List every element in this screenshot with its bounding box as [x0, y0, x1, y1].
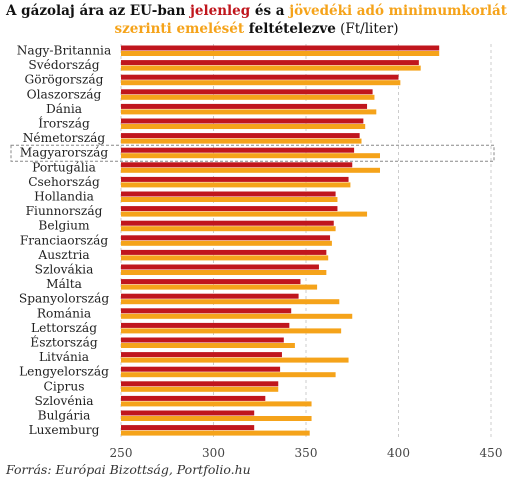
category-label: Portugália: [32, 160, 96, 174]
category-label: Lengyelország: [19, 365, 109, 379]
bar-current: [121, 103, 368, 109]
category-label: Luxemburg: [29, 423, 100, 437]
category-label: Szlovénia: [34, 394, 93, 408]
bar-current: [121, 60, 419, 66]
category-label: Görögország: [25, 73, 104, 87]
category-label: Lettország: [31, 321, 97, 335]
category-label: Csehország: [28, 175, 100, 189]
bar-excise: [121, 343, 295, 348]
bar-excise: [121, 328, 342, 334]
bar-excise: [121, 197, 338, 202]
category-label: Észtország: [30, 335, 98, 350]
category-label: Belgium: [38, 219, 90, 233]
category-label: Szlovákia: [35, 263, 94, 277]
x-tick-label: 450: [480, 446, 503, 460]
bar-excise: [121, 372, 336, 378]
bar-current: [121, 337, 284, 343]
bar-current: [121, 118, 364, 124]
title-part2: és a: [250, 3, 290, 19]
bar-excise: [121, 182, 351, 188]
bar-current: [121, 279, 301, 285]
bar-excise: [121, 211, 368, 217]
title-part3: feltételezve: [244, 21, 336, 37]
bar-current: [121, 176, 349, 182]
category-label: Fiunnország: [26, 204, 103, 218]
bar-excise: [121, 386, 279, 392]
bar-excise: [121, 109, 377, 115]
x-tick-label: 400: [387, 446, 410, 460]
bar-current: [121, 308, 292, 314]
category-label: Írország: [38, 116, 90, 131]
bar-excise: [121, 167, 380, 173]
bar-excise: [121, 51, 440, 56]
bar-current: [121, 410, 255, 416]
bar-excise: [121, 65, 421, 71]
category-label: Dánia: [46, 102, 82, 116]
category-label: Magyarország: [20, 146, 109, 160]
bar-current: [121, 147, 355, 153]
category-label: Nagy-Britannia: [17, 44, 111, 58]
bar-current: [121, 322, 290, 328]
source-note: Forrás: Európai Bizottság, Portfolio.hu: [6, 462, 251, 477]
bar-current: [121, 206, 338, 212]
title-excise-label-line1: jövedéki adó minimumkorlát: [289, 3, 507, 19]
category-label: Románia: [37, 306, 91, 320]
category-label: Spanyolország: [19, 292, 109, 306]
bar-current: [121, 293, 299, 299]
bar-excise: [121, 124, 366, 129]
title-part1: A gázolaj ára az EU-ban: [5, 3, 191, 19]
bar-current: [121, 366, 281, 372]
bar-excise: [121, 313, 353, 319]
category-label: Hollandia: [34, 190, 94, 204]
bar-current: [121, 381, 279, 387]
x-tick-label: 350: [295, 446, 318, 460]
chart-title: A gázolaj ára az EU-ban jelenleg és a jö…: [0, 2, 513, 38]
bar-current: [121, 249, 327, 255]
bar-current: [121, 220, 334, 226]
title-current-label: jelenleg: [190, 3, 251, 19]
bar-excise: [121, 138, 362, 144]
bar-current: [121, 133, 360, 139]
bar-current: [121, 89, 373, 95]
bar-excise: [121, 299, 340, 305]
bar-excise: [121, 255, 329, 261]
category-label: Svédország: [28, 58, 99, 72]
category-label: Ciprus: [44, 379, 85, 393]
bar-current: [121, 395, 266, 401]
bar-excise: [121, 284, 318, 290]
x-tick-label: 300: [202, 446, 225, 460]
bar-current: [121, 235, 331, 241]
bar-current: [121, 352, 282, 358]
title-unit: (Ft/liter): [335, 21, 399, 37]
bar-current: [121, 74, 399, 80]
bar-excise: [121, 94, 375, 100]
bar-current: [121, 425, 255, 431]
bar-current: [121, 264, 319, 270]
category-label: Németország: [23, 131, 106, 145]
bar-excise: [121, 153, 380, 159]
bar-excise: [121, 401, 312, 407]
bar-excise: [121, 226, 336, 232]
bar-current: [121, 162, 353, 168]
bar-current: [121, 45, 440, 51]
bar-current: [121, 191, 336, 197]
category-label: Franciaország: [20, 233, 108, 247]
category-label: Litvánia: [39, 350, 89, 364]
bar-excise: [121, 416, 312, 421]
x-tick-label: 250: [110, 446, 133, 460]
bar-excise: [121, 357, 349, 363]
bar-excise: [121, 430, 310, 436]
category-label: Málta: [46, 277, 82, 291]
highlight-box: [10, 144, 495, 162]
bar-excise: [121, 270, 327, 275]
category-label: Olaszország: [27, 87, 102, 101]
bar-excise: [121, 240, 332, 246]
category-label: Ausztria: [37, 248, 89, 262]
bar-excise: [121, 80, 401, 86]
category-label: Bulgária: [38, 409, 91, 423]
title-excise-label-line2: szerinti emelését: [114, 21, 245, 37]
